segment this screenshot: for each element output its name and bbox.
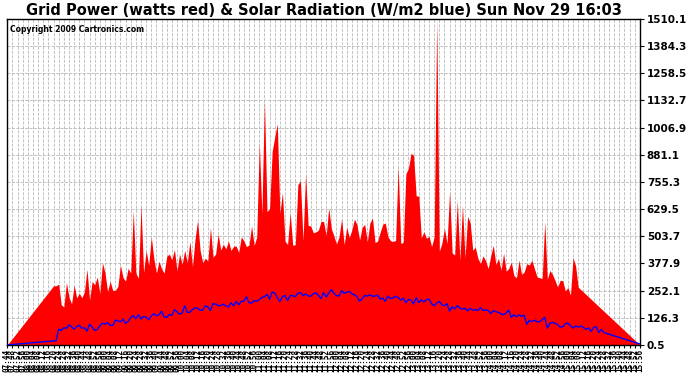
Title: Grid Power (watts red) & Solar Radiation (W/m2 blue) Sun Nov 29 16:03: Grid Power (watts red) & Solar Radiation…: [26, 3, 622, 18]
Text: Copyright 2009 Cartronics.com: Copyright 2009 Cartronics.com: [10, 26, 145, 34]
